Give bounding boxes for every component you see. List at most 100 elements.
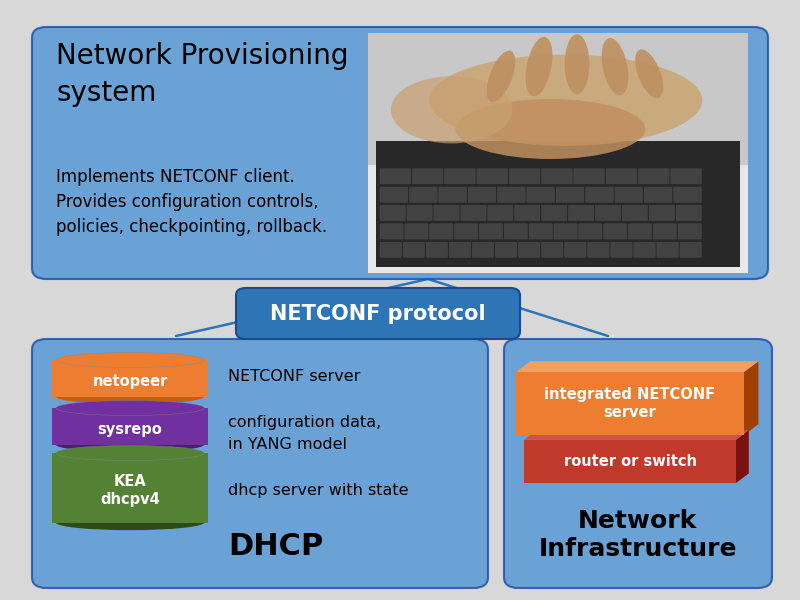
FancyBboxPatch shape [542, 242, 563, 257]
FancyBboxPatch shape [542, 169, 572, 184]
Ellipse shape [391, 76, 512, 143]
Polygon shape [744, 361, 758, 435]
FancyBboxPatch shape [604, 224, 627, 239]
FancyBboxPatch shape [514, 205, 540, 221]
Text: NETCONF protocol: NETCONF protocol [270, 304, 486, 323]
FancyBboxPatch shape [578, 224, 602, 239]
FancyBboxPatch shape [680, 242, 702, 257]
FancyBboxPatch shape [454, 224, 478, 239]
Ellipse shape [56, 400, 204, 416]
FancyBboxPatch shape [676, 205, 702, 221]
Text: NETCONF server

configuration data,
in YANG model

dhcp server with state: NETCONF server configuration data, in YA… [228, 369, 409, 498]
FancyBboxPatch shape [529, 224, 552, 239]
Ellipse shape [486, 50, 515, 102]
Bar [368, 33, 748, 273]
Bar [52, 408, 208, 445]
FancyBboxPatch shape [504, 339, 772, 588]
FancyBboxPatch shape [236, 288, 520, 339]
FancyBboxPatch shape [472, 242, 494, 257]
Text: DHCP: DHCP [228, 532, 324, 561]
Ellipse shape [455, 99, 646, 159]
Ellipse shape [635, 49, 663, 98]
Ellipse shape [565, 34, 590, 94]
FancyBboxPatch shape [479, 224, 502, 239]
Ellipse shape [56, 389, 204, 404]
FancyBboxPatch shape [654, 224, 677, 239]
FancyBboxPatch shape [649, 205, 674, 221]
Ellipse shape [56, 445, 204, 461]
FancyBboxPatch shape [510, 169, 540, 184]
Ellipse shape [56, 352, 204, 368]
FancyBboxPatch shape [586, 187, 614, 202]
FancyBboxPatch shape [477, 169, 508, 184]
FancyBboxPatch shape [434, 205, 459, 221]
Polygon shape [516, 361, 758, 372]
FancyBboxPatch shape [412, 169, 443, 184]
Ellipse shape [429, 55, 702, 146]
Bar [52, 453, 208, 523]
Bar [524, 440, 736, 483]
FancyBboxPatch shape [403, 242, 425, 257]
FancyBboxPatch shape [588, 242, 609, 257]
FancyBboxPatch shape [461, 205, 486, 221]
Text: sysrepo: sysrepo [98, 422, 162, 437]
Text: router or switch: router or switch [563, 454, 697, 469]
FancyBboxPatch shape [468, 187, 496, 202]
Ellipse shape [602, 38, 628, 95]
FancyBboxPatch shape [638, 169, 669, 184]
FancyBboxPatch shape [518, 242, 540, 257]
Text: integrated NETCONF
server: integrated NETCONF server [545, 387, 715, 420]
FancyBboxPatch shape [407, 205, 432, 221]
FancyBboxPatch shape [430, 224, 453, 239]
FancyBboxPatch shape [450, 242, 470, 257]
FancyBboxPatch shape [380, 242, 402, 257]
FancyBboxPatch shape [504, 224, 527, 239]
FancyBboxPatch shape [606, 169, 637, 184]
FancyBboxPatch shape [615, 187, 642, 202]
FancyBboxPatch shape [670, 169, 702, 184]
Polygon shape [524, 430, 749, 440]
FancyBboxPatch shape [32, 27, 768, 279]
Text: Network Provisioning
system: Network Provisioning system [56, 42, 349, 107]
FancyBboxPatch shape [426, 242, 448, 257]
Ellipse shape [56, 437, 204, 452]
Text: netopeer: netopeer [92, 374, 168, 389]
FancyBboxPatch shape [629, 224, 652, 239]
FancyBboxPatch shape [610, 242, 632, 257]
FancyBboxPatch shape [380, 205, 406, 221]
FancyBboxPatch shape [678, 224, 702, 239]
FancyBboxPatch shape [595, 205, 621, 221]
FancyBboxPatch shape [554, 224, 577, 239]
FancyBboxPatch shape [542, 205, 567, 221]
FancyBboxPatch shape [622, 205, 647, 221]
FancyBboxPatch shape [32, 339, 488, 588]
Bar [368, 33, 748, 165]
FancyBboxPatch shape [556, 187, 584, 202]
FancyBboxPatch shape [445, 169, 475, 184]
FancyBboxPatch shape [644, 187, 672, 202]
FancyBboxPatch shape [569, 205, 594, 221]
FancyBboxPatch shape [380, 187, 408, 202]
FancyBboxPatch shape [380, 224, 403, 239]
FancyBboxPatch shape [495, 242, 517, 257]
Bar [52, 360, 208, 397]
FancyBboxPatch shape [488, 205, 513, 221]
FancyBboxPatch shape [438, 187, 466, 202]
FancyBboxPatch shape [574, 169, 605, 184]
FancyBboxPatch shape [410, 187, 437, 202]
FancyBboxPatch shape [380, 169, 410, 184]
FancyBboxPatch shape [634, 242, 655, 257]
FancyBboxPatch shape [405, 224, 428, 239]
FancyBboxPatch shape [565, 242, 586, 257]
FancyBboxPatch shape [498, 187, 526, 202]
Ellipse shape [56, 515, 204, 530]
Polygon shape [736, 430, 749, 483]
FancyBboxPatch shape [657, 242, 678, 257]
Text: Implements NETCONF client.
Provides configuration controls,
policies, checkpoint: Implements NETCONF client. Provides conf… [56, 168, 327, 236]
Text: KEA
dhcpv4: KEA dhcpv4 [100, 474, 160, 507]
FancyBboxPatch shape [674, 187, 702, 202]
Bar [516, 372, 744, 435]
FancyBboxPatch shape [527, 187, 554, 202]
Text: Network
Infrastructure: Network Infrastructure [538, 509, 737, 561]
Ellipse shape [526, 37, 553, 97]
